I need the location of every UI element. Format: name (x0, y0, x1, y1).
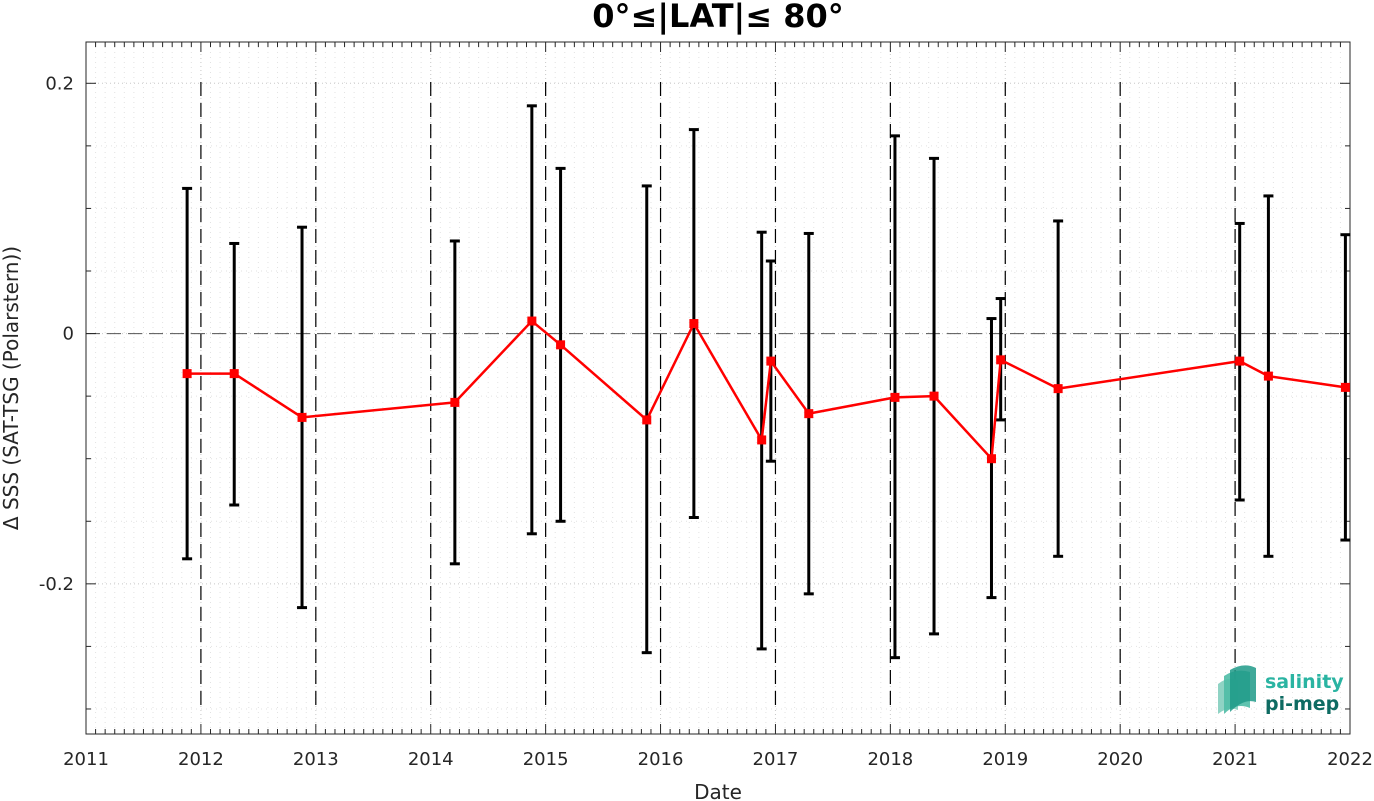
logo-wave-icon (1218, 665, 1256, 714)
x-axis-title: Date (694, 780, 742, 801)
grid-layer (85, 42, 1351, 734)
x-tick-label: 2017 (753, 749, 799, 770)
x-tick-label: 2020 (1097, 749, 1143, 770)
data-point-marker (450, 397, 460, 407)
y-tick-label: -0.2 (39, 574, 74, 595)
x-tick-label: 2019 (982, 749, 1028, 770)
data-series (182, 316, 1350, 464)
x-tick-label: 2014 (408, 749, 454, 770)
salinity-pi-mep-logo: salinity pi-mep (1218, 665, 1344, 715)
data-point-marker (766, 356, 776, 366)
data-point-marker (689, 319, 699, 329)
y-axis-title: Δ SSS (SAT-TSG (Polarstern)) (0, 246, 23, 530)
x-tick-label: 2016 (638, 749, 684, 770)
data-point-marker (229, 369, 239, 379)
x-tick-label: 2012 (178, 749, 224, 770)
logo-text-salinity: salinity (1265, 671, 1344, 693)
data-point-marker (929, 391, 939, 401)
y-tick-labels: -0.2 0 0.2 (39, 73, 74, 595)
data-point-marker (804, 409, 814, 419)
data-point-marker (996, 355, 1006, 365)
year-boundary-lines (200, 82, 1236, 708)
data-point-marker (757, 435, 767, 445)
x-tick-label: 2013 (293, 749, 339, 770)
data-point-marker (1235, 356, 1245, 366)
x-tick-labels: 2011 2012 2013 2014 2015 2016 2017 2018 2019 2020… (63, 749, 1373, 770)
data-point-marker (1340, 382, 1350, 392)
data-point-marker (527, 316, 537, 326)
x-tick-label: 2022 (1327, 749, 1373, 770)
y-tick-label: 0.2 (45, 73, 74, 94)
data-point-marker (890, 392, 900, 402)
x-tick-label: 2018 (867, 749, 913, 770)
logo-text-pi-mep: pi-mep (1265, 693, 1339, 715)
error-bars (182, 104, 1351, 660)
series-line (187, 319, 1346, 460)
data-point-marker (297, 412, 307, 422)
chart-title: 0°≤|LAT|≤ 80° (592, 0, 843, 36)
x-tick-label: 2021 (1212, 749, 1258, 770)
data-point-marker (1053, 384, 1063, 394)
axis-ticks (85, 42, 1351, 734)
data-point-marker (556, 340, 566, 350)
y-tick-label: 0 (63, 324, 74, 345)
x-tick-label: 2015 (523, 749, 569, 770)
data-point-marker (1263, 371, 1273, 381)
data-point-marker (182, 369, 192, 379)
data-point-marker (642, 415, 652, 425)
data-point-marker (986, 454, 996, 464)
x-tick-label: 2011 (63, 749, 109, 770)
